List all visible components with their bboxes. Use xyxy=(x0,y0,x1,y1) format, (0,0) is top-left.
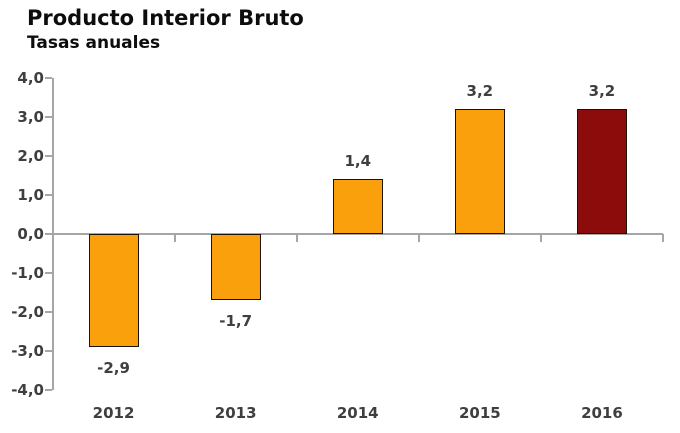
category-label: 2014 xyxy=(336,404,379,422)
bar-value-label: 3,2 xyxy=(588,82,616,101)
y-tick-label: 3,0 xyxy=(17,108,44,126)
chart-title: Producto Interior Bruto xyxy=(27,6,304,30)
x-axis-tick xyxy=(662,234,664,242)
bar-value-label: -1,7 xyxy=(219,312,253,331)
category-label: 2012 xyxy=(92,404,135,422)
y-axis-tick xyxy=(44,77,52,79)
y-tick-label: 4,0 xyxy=(17,69,44,87)
y-tick-label: -2,0 xyxy=(11,303,44,321)
category-label: 2013 xyxy=(214,404,257,422)
bar xyxy=(210,234,261,301)
x-axis-tick xyxy=(295,234,298,242)
bar xyxy=(576,109,627,234)
x-axis-tick xyxy=(173,234,176,242)
y-axis-tick xyxy=(44,272,52,274)
x-axis-tick xyxy=(539,234,542,242)
y-tick-label: 1,0 xyxy=(17,186,44,204)
y-axis-tick xyxy=(44,194,52,196)
y-axis-tick xyxy=(44,311,52,313)
bar-value-label: 1,4 xyxy=(344,152,372,171)
x-axis-line xyxy=(52,233,663,235)
bar xyxy=(332,179,383,234)
y-axis-tick xyxy=(44,155,52,157)
category-label: 2015 xyxy=(458,404,501,422)
y-tick-label: 0,0 xyxy=(17,225,44,243)
y-tick-label: 2,0 xyxy=(17,147,44,165)
category-label: 2016 xyxy=(581,404,623,422)
bar-value-label: 3,2 xyxy=(466,82,494,101)
y-tick-label: -4,0 xyxy=(11,381,44,399)
y-axis-tick xyxy=(44,233,52,235)
bar-value-label: -2,9 xyxy=(97,359,130,378)
y-tick-label: -1,0 xyxy=(11,264,44,282)
y-axis-tick xyxy=(44,389,52,391)
y-axis-tick xyxy=(44,350,52,352)
y-axis-tick xyxy=(44,116,52,118)
x-axis-tick xyxy=(417,234,420,242)
y-tick-label: -3,0 xyxy=(11,342,44,360)
chart-subtitle: Tasas anuales xyxy=(27,33,161,53)
bar xyxy=(454,109,505,234)
bar xyxy=(88,234,139,348)
